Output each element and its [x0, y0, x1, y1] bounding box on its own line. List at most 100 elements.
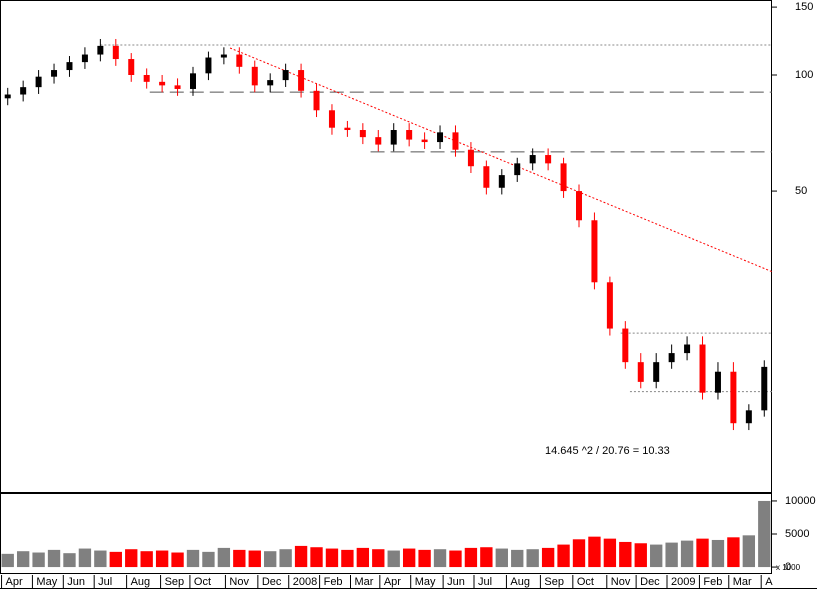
candle-body: [452, 132, 459, 150]
candle-body: [606, 282, 613, 329]
volume-bar: [557, 544, 570, 568]
volume-bar: [217, 547, 231, 568]
candle-body: [684, 344, 691, 354]
x-tick-label: 2008: [293, 576, 317, 588]
x-tick-label: May: [415, 576, 436, 588]
candle-body: [668, 353, 675, 363]
volume-bar: [356, 547, 370, 568]
candle-body: [282, 70, 289, 81]
candle-body: [51, 70, 58, 77]
candle-body: [375, 137, 382, 145]
volume-tick-label: 10000: [785, 495, 816, 507]
volume-bar: [634, 543, 647, 568]
volume-bar: [696, 538, 709, 568]
volume-panel: [0, 493, 772, 574]
candle-body: [653, 362, 660, 382]
x-tick-label: Apr: [6, 576, 23, 588]
volume-bar: [449, 550, 462, 568]
volume-bar: [233, 549, 246, 568]
candle-body: [359, 130, 366, 138]
x-tick-label: Jul: [478, 576, 492, 588]
candle-body: [545, 155, 552, 164]
volume-bar: [63, 553, 76, 568]
candle-body: [514, 163, 521, 176]
candle-body: [745, 410, 752, 424]
volume-bar: [16, 551, 30, 568]
volume-bar: [186, 549, 200, 568]
candle-body: [328, 110, 335, 128]
volume-bar: [78, 548, 92, 568]
x-tick-label: Sep: [165, 576, 185, 588]
volume-bar: [294, 545, 308, 568]
y-tick-label: 150: [795, 1, 813, 13]
x-tick-label: Feb: [324, 576, 343, 588]
candle-body: [406, 130, 413, 140]
candle-body: [174, 85, 181, 89]
x-tick-label: Oct: [194, 576, 211, 588]
volume-bar: [680, 540, 694, 568]
volume-unit: x 1000: [776, 563, 801, 572]
volume-bar: [155, 550, 169, 568]
candle-body: [467, 149, 474, 167]
candle-body: [35, 76, 42, 88]
candle-body: [205, 57, 212, 74]
candle-body: [390, 130, 397, 145]
volume-bar: [758, 500, 771, 568]
volume-bar: [711, 539, 725, 568]
x-tick-label: Jun: [447, 576, 465, 588]
volume-bar: [742, 535, 756, 568]
candle-body: [112, 45, 119, 60]
x-tick-label: Jun: [67, 576, 85, 588]
volume-bar: [464, 547, 478, 568]
volume-bar: [541, 547, 555, 568]
volume-bar: [140, 551, 153, 568]
volume-bar: [325, 548, 339, 568]
candle-body: [313, 90, 320, 111]
candle-body: [483, 166, 490, 188]
volume-bar: [47, 549, 61, 568]
volume-bar: [603, 538, 617, 568]
volume-bar: [109, 551, 122, 568]
x-tick-label: May: [36, 576, 57, 588]
candle-body: [236, 54, 243, 67]
volume-bar: [402, 548, 416, 568]
candle-body: [622, 328, 629, 363]
annotation: 14.645 ^2 / 20.76 = 10.33: [545, 445, 670, 457]
x-tick-label: Dec: [640, 576, 660, 588]
volume-bar: [418, 549, 431, 568]
x-tick-label: Aug: [510, 576, 530, 588]
candle-body: [4, 94, 11, 99]
candle-body: [190, 73, 196, 89]
candle-body: [637, 362, 644, 382]
volume-tick-label: 5000: [785, 528, 809, 540]
volume-bar: [264, 551, 277, 568]
volume-bar: [480, 547, 493, 568]
price-panel: [0, 0, 772, 493]
candle-body: [20, 87, 27, 95]
x-tick-label: Feb: [703, 576, 722, 588]
volume-bar: [341, 549, 354, 568]
candle-body: [421, 139, 428, 143]
x-tick-label: Nov: [611, 576, 631, 588]
volume-bar: [511, 549, 524, 568]
volume-bar: [588, 536, 601, 568]
volume-tick-label: 0: [785, 561, 791, 573]
volume-bar: [1, 553, 14, 568]
candle-body: [761, 366, 768, 411]
candle-body: [220, 54, 227, 58]
candle-body: [714, 371, 721, 393]
volume-bar: [171, 552, 184, 568]
x-tick-label: Jul: [98, 576, 112, 588]
volume-bar: [248, 550, 261, 568]
x-tick-label: Oct: [577, 576, 594, 588]
x-tick-label: Dec: [262, 576, 282, 588]
x-tick-label: Nov: [229, 576, 249, 588]
volume-bar: [727, 537, 740, 568]
candle-body: [81, 54, 88, 63]
candle-body: [730, 371, 737, 424]
volume-bar: [650, 544, 663, 568]
candle-body: [344, 127, 351, 131]
y-tick-label: 100: [795, 69, 813, 81]
x-tick-label: Sep: [544, 576, 564, 588]
